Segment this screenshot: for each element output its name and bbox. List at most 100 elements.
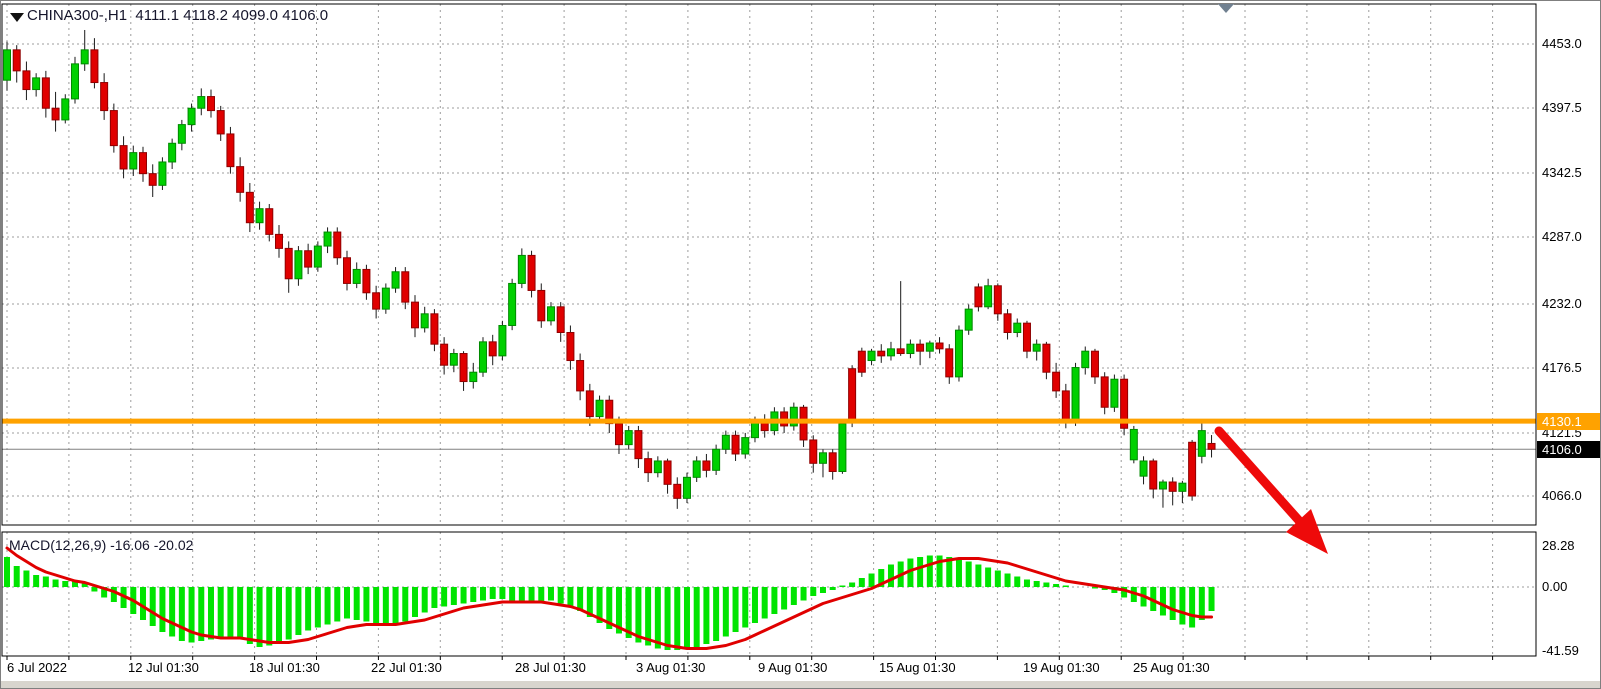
candle-body [848,368,857,422]
candle-body [984,285,993,308]
candle-body [1197,430,1206,457]
candle-body [459,353,468,383]
candle-body [245,191,254,224]
candle-body [1129,428,1138,461]
candle-body [206,96,215,112]
candle-body [430,313,439,345]
candle-body [867,350,876,362]
time-tick-label: 9 Aug 01:30 [758,660,828,675]
candle-body [333,231,342,259]
candle-body [1100,376,1109,408]
candle-body [993,285,1002,315]
candle-body [313,245,322,268]
price-tick-label: 4066.0 [1542,488,1582,503]
candle-body [954,329,963,378]
candle-body [1061,390,1070,422]
candle-body [440,343,449,366]
macd-tick-label: 28.28 [1542,538,1575,553]
main-panel-border [1,3,1537,526]
candle-body [109,110,118,147]
price-tick-label: 4176.5 [1542,360,1582,375]
price-label-current: 4106.0 [1537,441,1600,458]
candle-body [129,152,138,170]
candle-body [12,49,21,72]
candle-body [372,292,381,310]
chart-shift-marker-icon[interactable] [1218,4,1234,13]
price-label-resistance: 4130.1 [1537,413,1600,430]
candle-body [576,360,585,392]
candle-body [1149,460,1158,490]
time-tick-label: 25 Aug 01:30 [1133,660,1210,675]
time-tick-label: 15 Aug 01:30 [879,660,956,675]
candle-body [721,434,730,450]
candle-body [974,286,983,308]
candle-body [342,257,351,284]
macd-indicator-label: MACD(12,26,9) -16.06 -20.02 [9,537,194,553]
candle-body [653,460,662,474]
candle-body [809,439,818,464]
candle-body [469,371,478,383]
candle-body [1022,322,1031,352]
candle-body [90,49,99,84]
trend-arrow-shaft[interactable] [1214,426,1307,529]
time-tick-label: 12 Jul 01:30 [128,660,199,675]
candle-body [1081,350,1090,369]
chart-title: CHINA300-,H1 4111.1 4118.2 4099.0 4106.0 [27,7,328,24]
candle-body [70,63,79,100]
candle-body [527,254,536,291]
price-tick-label: 4397.5 [1542,100,1582,115]
candle-body [498,324,507,357]
macd-tick-label: 0.00 [1542,579,1568,594]
candle-body [508,282,517,326]
candle-body [877,350,886,357]
candle-body [585,390,594,418]
candle-body [22,70,31,91]
candle-body [226,133,235,168]
candle-body [517,254,526,284]
candle-body [216,110,225,135]
quote-values: 4111.1 4118.2 4099.0 4106.0 [135,7,329,24]
trend-arrow-head[interactable] [1286,509,1328,554]
candle-body [1052,371,1061,392]
candle-body [741,437,750,455]
candle-body [1120,378,1129,429]
candle-body [51,107,60,121]
candle-body [906,343,915,355]
candle-body [1158,481,1167,490]
candle-body [731,434,740,455]
candle-body [624,430,633,446]
candle-body [323,231,332,247]
candle-body [682,476,691,499]
candle-body [634,430,643,460]
candle-body [1003,313,1012,333]
candle-body [41,77,50,109]
candle-body [712,448,721,471]
candle-body [537,289,546,322]
price-tick-label: 4232.0 [1542,296,1582,311]
candle-body [274,233,283,249]
candle-body [1090,350,1099,378]
candle-body [1110,378,1119,408]
candle-body [294,250,303,280]
candle-body [964,308,973,331]
candle-body [925,342,934,352]
candle-body [838,423,847,472]
candle-body [896,348,905,355]
price-tick-label: 4342.5 [1542,165,1582,180]
candle-body [789,406,798,427]
time-tick-label: 6 Jul 2022 [7,660,67,675]
time-tick-label: 22 Jul 01:30 [371,660,442,675]
candle-body [673,483,682,499]
candle-body [449,353,458,366]
candle-body [177,124,186,144]
candle-body [1139,460,1148,477]
candle-body [488,341,497,357]
candle-body [236,166,245,193]
candle-body [1042,343,1051,373]
candle-body [401,271,410,303]
candle-body [255,208,264,224]
macd-panel-border [1,531,1537,657]
symbol-dropdown-icon[interactable] [10,13,24,22]
candle-body [158,161,167,186]
